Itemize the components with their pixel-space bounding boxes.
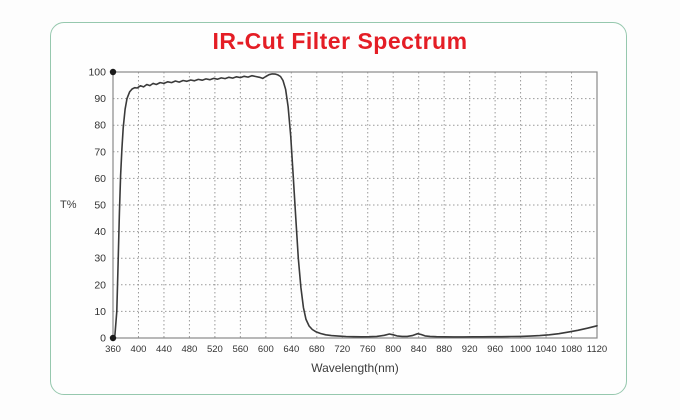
x-tick-label: 520: [207, 344, 223, 355]
x-tick-label: 600: [258, 344, 274, 355]
chart-title: IR-Cut Filter Spectrum: [212, 28, 468, 54]
x-tick-label: 1120: [587, 344, 607, 355]
axis-corner-marker: [109, 334, 117, 342]
x-tick-label: 640: [283, 344, 299, 355]
y-axis-title: T%: [60, 199, 77, 211]
x-tick-label: 720: [334, 344, 350, 355]
y-tick-label: 20: [94, 279, 106, 291]
y-tick-label: 30: [94, 253, 106, 265]
y-tick-label: 60: [94, 173, 106, 185]
x-tick-label: 800: [385, 344, 401, 355]
x-tick-label: 880: [436, 344, 452, 355]
y-tick-label: 0: [100, 333, 106, 345]
y-tick-label: 50: [94, 200, 106, 212]
x-tick-label: 480: [181, 344, 197, 355]
x-tick-label: 360: [105, 344, 121, 355]
x-tick-label: 1080: [561, 344, 582, 355]
x-tick-label: 960: [487, 344, 503, 355]
x-tick-label: 920: [462, 344, 478, 355]
spectrum-curve: [112, 73, 598, 339]
y-tick-label: 90: [94, 93, 106, 105]
x-tick-label: 840: [411, 344, 427, 355]
y-tick-label: 40: [94, 226, 106, 238]
y-tick-label: 10: [94, 306, 106, 318]
x-tick-label: 760: [360, 344, 376, 355]
x-tick-label: 440: [156, 344, 172, 355]
y-tick-label: 70: [94, 146, 106, 158]
x-tick-label: 560: [232, 344, 248, 355]
x-tick-label: 400: [131, 344, 147, 355]
x-tick-label: 1000: [510, 344, 531, 355]
axis-corner-marker: [109, 68, 117, 76]
x-tick-label: 680: [309, 344, 325, 355]
x-axis-title: Wavelength(nm): [311, 361, 399, 375]
y-tick-label: 100: [88, 67, 106, 79]
plot-border: [112, 71, 598, 339]
x-tick-label: 1040: [535, 344, 556, 355]
y-tick-label: 80: [94, 120, 106, 132]
